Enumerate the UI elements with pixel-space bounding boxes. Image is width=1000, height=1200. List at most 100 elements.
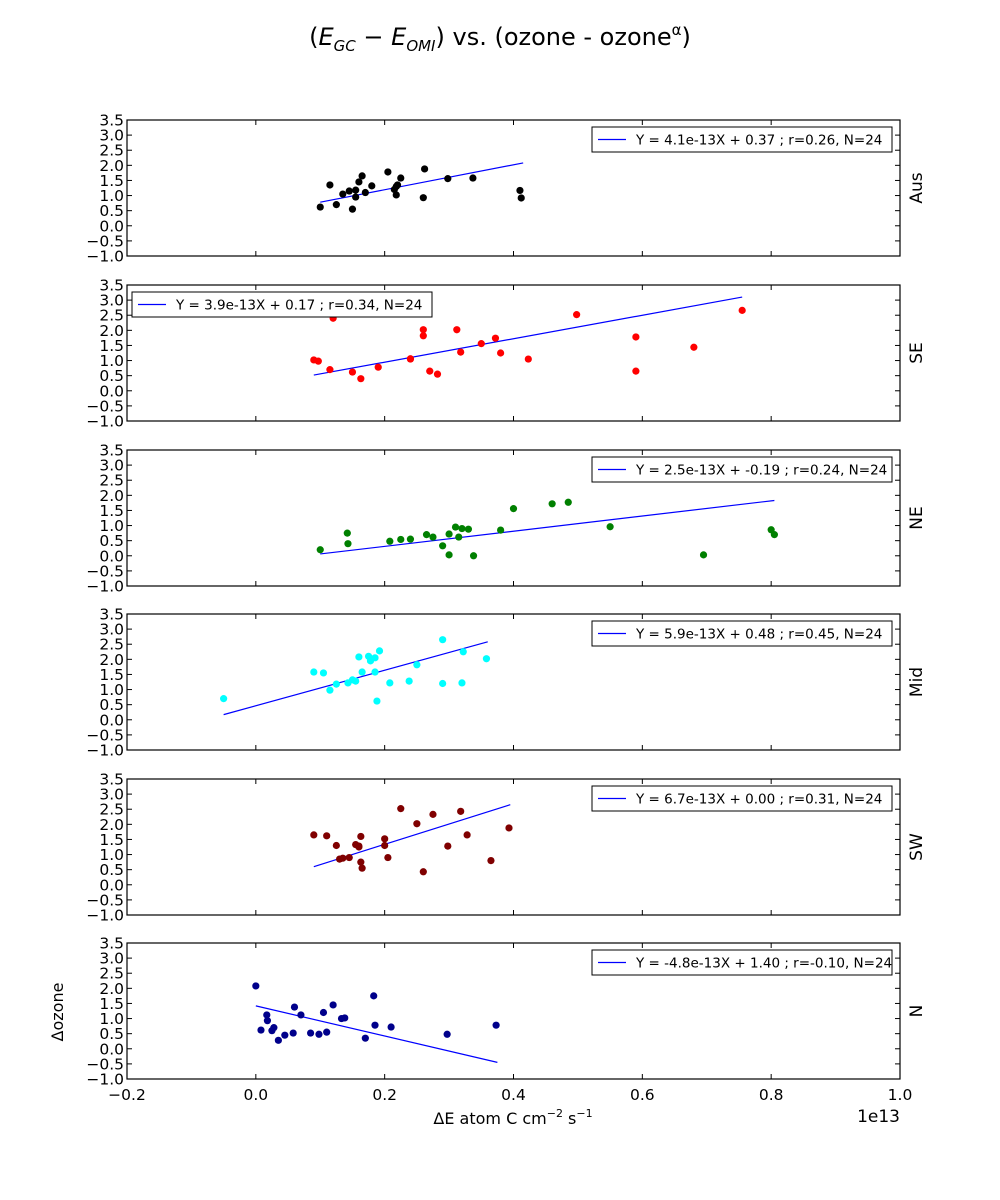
y-tick-label: 0.5: [99, 202, 124, 220]
fit-line: [255, 1005, 498, 1063]
y-tick-label: 1.0: [99, 1010, 124, 1028]
data-point: [374, 363, 382, 371]
data-point: [357, 375, 365, 383]
y-tick-label: 2.0: [99, 487, 124, 505]
y-tick-label: 0.0: [99, 1040, 124, 1058]
data-point: [509, 505, 518, 513]
data-point: [355, 843, 363, 851]
data-point: [738, 306, 746, 314]
data-point: [310, 668, 318, 676]
data-point: [375, 647, 384, 655]
data-point: [352, 186, 360, 194]
y-tick-label: 3.0: [99, 292, 124, 310]
region-label: N: [907, 1005, 927, 1018]
data-point: [371, 668, 379, 676]
data-point: [406, 535, 415, 543]
data-point: [457, 807, 465, 815]
y-tick-label: 1.5: [99, 995, 124, 1013]
legend: Y = -4.8e-13X + 1.40 ; r=-0.10, N=24: [591, 949, 893, 976]
data-point: [341, 1014, 349, 1022]
y-tick-label: 0.0: [99, 711, 124, 729]
data-point: [517, 194, 525, 202]
data-point: [497, 349, 505, 357]
data-point: [368, 182, 376, 190]
data-point: [429, 810, 437, 818]
data-point: [392, 191, 400, 199]
axes-frame: [126, 942, 901, 1080]
y-tick-label: 2.5: [99, 636, 124, 654]
data-point: [439, 679, 447, 688]
data-point: [263, 1017, 272, 1025]
data-point: [348, 368, 357, 376]
data-point: [357, 858, 365, 866]
y-tick-label: 0.0: [99, 547, 124, 565]
data-point: [352, 677, 360, 685]
data-point: [397, 535, 405, 544]
data-point: [429, 533, 437, 541]
data-point: [445, 551, 453, 559]
legend-box: [591, 126, 893, 153]
panel-mid: 3.53.02.52.01.51.00.50.0−0.5−1.0 Y = 5.9e…: [86, 606, 927, 760]
data-point: [332, 201, 340, 209]
data-point: [343, 529, 351, 537]
data-point: [770, 531, 778, 539]
y-tick-label: 2.0: [99, 322, 124, 340]
legend-box: [591, 620, 893, 647]
y-tick-label: −1.0: [86, 907, 124, 925]
data-point: [419, 332, 427, 340]
legend: Y = 6.7e-13X + 0.00 ; r=0.31, N=24: [591, 785, 893, 812]
data-point: [548, 500, 556, 508]
y-tick-label: 0.5: [99, 367, 124, 385]
y-tick-label: 3.0: [99, 621, 124, 639]
y-tick-label: −0.5: [86, 397, 124, 415]
data-point: [397, 805, 405, 813]
data-point: [371, 654, 379, 662]
y-tick-label: 0.5: [99, 532, 124, 550]
figure-title: (EGC − EOMI) vs. (ozone - ozoneα): [309, 21, 691, 55]
data-point: [348, 205, 357, 213]
data-point: [606, 523, 614, 531]
data-point: [397, 174, 405, 182]
data-point: [387, 1023, 395, 1031]
data-point: [386, 537, 394, 545]
x-tick-label: 1.0: [888, 1086, 913, 1104]
legend-label: Y = 3.9e-13X + 0.17 ; r=0.34, N=24: [175, 298, 422, 314]
legend: Y = 4.1e-13X + 0.37 ; r=0.26, N=24: [591, 126, 893, 153]
data-point: [516, 186, 524, 195]
y-tick-label: 0.5: [99, 861, 124, 879]
panels: 3.53.02.52.01.51.00.50.0−0.5−1.0Y = 4.1e…: [86, 112, 927, 1105]
y-tick-label: 1.0: [99, 187, 124, 205]
y-axis-label: Δozone: [48, 983, 67, 1042]
axes-frame: [126, 284, 901, 422]
data-point: [297, 1011, 305, 1019]
legend: Y = 5.9e-13X + 0.48 ; r=0.45, N=24: [591, 620, 893, 647]
data-point: [315, 1030, 323, 1038]
data-point: [384, 168, 392, 176]
y-tick-label: 3.5: [99, 112, 124, 130]
data-point: [459, 648, 467, 656]
legend-label: Y = 5.9e-13X + 0.48 ; r=0.45, N=24: [635, 627, 882, 643]
data-point: [339, 190, 347, 198]
legend-label: Y = 4.1e-13X + 0.37 ; r=0.26, N=24: [635, 133, 882, 149]
data-point: [316, 203, 324, 211]
legend: Y = 2.5e-13X + -0.19 ; r=0.24, N=24: [591, 456, 893, 483]
data-point: [439, 636, 447, 644]
y-tick-label: 1.0: [99, 681, 124, 699]
data-point: [384, 853, 392, 862]
y-tick-label: 3.5: [99, 935, 124, 953]
data-point: [355, 178, 363, 186]
panel-sw: 3.53.02.52.01.51.00.50.0−0.5−1.0 Y = 6.7e…: [86, 771, 927, 925]
x-tick-label: 0.0: [244, 1086, 269, 1104]
data-point: [491, 334, 500, 342]
data-point: [564, 498, 572, 506]
data-point: [421, 165, 429, 173]
data-point: [381, 835, 389, 843]
x-axis-offset-label: 1e13: [857, 1107, 900, 1127]
y-tick-label: 2.0: [99, 651, 124, 669]
y-tick-label: 0.0: [99, 382, 124, 400]
y-tick-label: 3.0: [99, 950, 124, 968]
y-tick-label: 3.0: [99, 457, 124, 475]
data-point: [573, 311, 581, 319]
data-point: [310, 831, 318, 839]
